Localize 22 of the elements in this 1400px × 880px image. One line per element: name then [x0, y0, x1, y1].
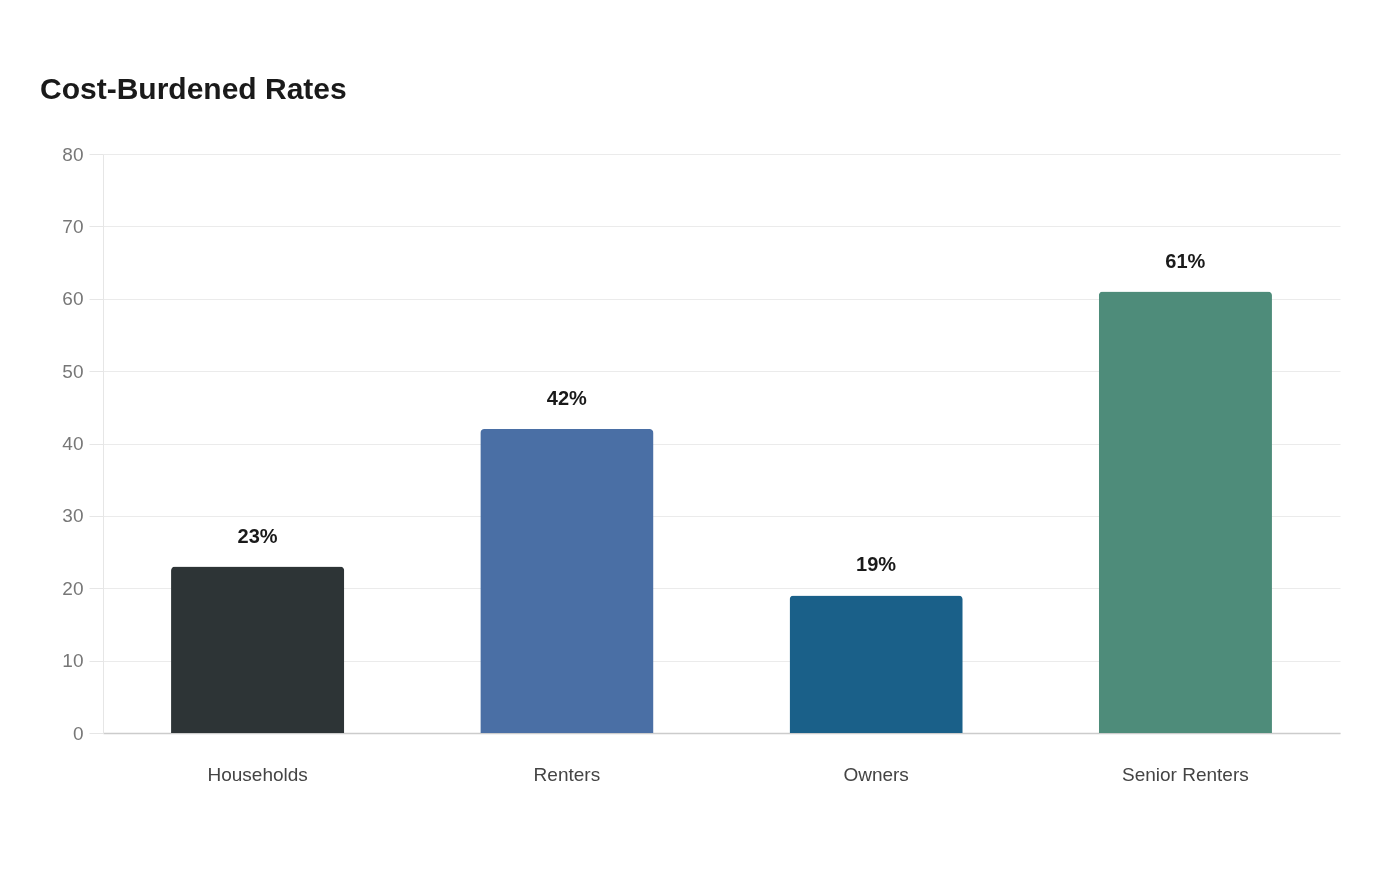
- data-label: 23%: [237, 524, 278, 547]
- chart-title: Cost-Burdened Rates: [40, 72, 347, 105]
- y-tick-label: 80: [62, 143, 84, 165]
- bar: [480, 429, 654, 733]
- bar: [171, 566, 345, 733]
- x-tick-label: Households: [207, 763, 308, 785]
- y-tick-label: 70: [62, 215, 84, 237]
- y-tick-label: 10: [62, 650, 84, 672]
- y-tick-label: 40: [62, 433, 84, 454]
- x-tick-label: Owners: [843, 763, 909, 785]
- y-tick-label: 20: [62, 577, 84, 599]
- y-tick-label: 60: [62, 288, 84, 310]
- data-label: 61%: [1165, 249, 1206, 272]
- y-tick-label: 50: [62, 360, 84, 382]
- x-tick-label: Renters: [533, 763, 601, 785]
- data-label: 42%: [546, 387, 588, 410]
- bar: [1098, 291, 1272, 733]
- x-tick-label: Senior Renters: [1122, 763, 1249, 785]
- bar: [789, 595, 963, 733]
- y-tick-label: 0: [72, 722, 84, 744]
- y-tick-label: 30: [62, 505, 84, 527]
- data-label: 19%: [856, 553, 897, 576]
